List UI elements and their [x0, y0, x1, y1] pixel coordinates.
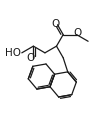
Text: HO: HO: [5, 48, 21, 58]
Text: O: O: [72, 28, 80, 38]
Text: O: O: [26, 53, 35, 63]
Text: O: O: [51, 19, 60, 29]
